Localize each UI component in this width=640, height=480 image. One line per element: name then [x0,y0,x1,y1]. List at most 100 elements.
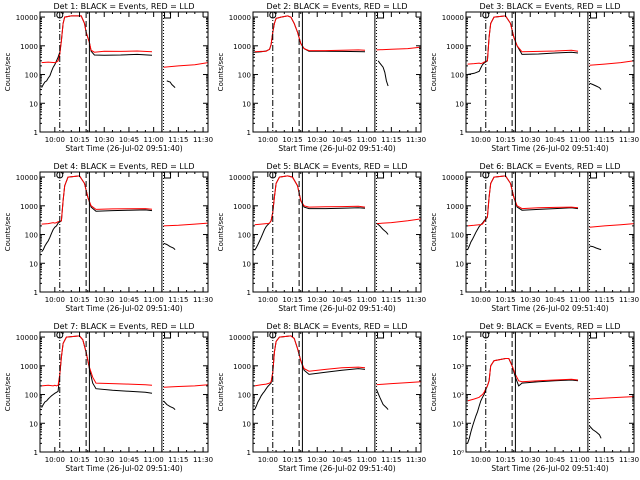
x-tick-label: 10:45 [545,296,565,304]
plot-area [41,332,208,452]
x-tick-label: 10:30 [307,456,327,464]
x-axis-label: Start Time (26-Jul-02 09:51:40) [278,304,395,313]
lld-line-after-gap [589,60,634,66]
plot-frame [39,11,209,133]
y-tick-label: 1000 [233,363,251,371]
top-square-marker [377,172,385,179]
y-tick-label: 100 [25,392,38,400]
x-tick-label: 11:30 [406,456,426,464]
x-tick-label: 11:30 [619,136,639,144]
panel-det-5: Det 5: BLACK = Events, RED = LLD 1 10 100 10… [217,162,426,313]
plot-area [254,12,421,132]
x-tick-label: 11:15 [168,456,188,464]
x-tick-label: 10:30 [94,456,114,464]
y-tick-label: 1 [34,129,38,137]
lld-line [41,335,153,387]
y-tick-label: 10⁴ [452,334,464,342]
x-axis-label: Start Time (26-Jul-02 09:51:40) [491,464,608,473]
x-axis-label: Start Time (26-Jul-02 09:51:40) [491,304,608,313]
plot-area [254,332,421,452]
y-tick-label: 10000 [442,174,464,182]
y-axis-label: Counts/sec [217,53,225,92]
top-square-marker [164,172,172,179]
panel-title: Det 3: BLACK = Events, RED = LLD [480,2,621,11]
x-tick-label: 10:45 [119,136,139,144]
x-tick-label: 11:15 [168,136,188,144]
panel-title: Det 4: BLACK = Events, RED = LLD [54,162,195,171]
x-tick-label: 10:45 [332,456,352,464]
x-tick-label: 10:30 [307,296,327,304]
x-tick-label: 11:00 [570,456,590,464]
events-line-after-gap [163,242,176,250]
x-tick-label: 10:00 [471,296,491,304]
events-line-after-gap [166,80,176,88]
top-circle-marker [269,172,277,179]
top-circle-marker [56,172,64,179]
lld-line [467,15,579,65]
x-tick-label: 10:45 [332,296,352,304]
lld-line-after-gap [163,62,208,68]
events-line-after-gap [376,222,389,235]
y-tick-label: 10 [29,100,38,108]
x-tick-label: 10:15 [282,296,302,304]
y-tick-label: 100 [238,392,251,400]
y-axis-label: Counts/sec [4,373,12,412]
plot-area [41,172,208,292]
y-tick-label: 1 [460,129,464,137]
panel-title: Det 7: BLACK = Events, RED = LLD [54,322,195,331]
top-circle-marker [482,12,490,19]
y-tick-label: 100 [25,72,38,80]
x-tick-label: 11:15 [594,136,614,144]
plot-frame [465,171,635,293]
x-tick-label: 10:00 [258,136,278,144]
x-tick-label: 11:15 [381,456,401,464]
y-axis-label: Counts/sec [430,53,438,92]
top-circle-marker [269,12,277,19]
y-tick-label: 100 [451,232,464,240]
y-tick-label: 10⁰ [452,449,464,457]
x-tick-label: 11:30 [619,296,639,304]
x-tick-label: 10:45 [119,456,139,464]
x-tick-label: 10:15 [282,136,302,144]
x-tick-label: 10:00 [471,136,491,144]
plot-frame [252,11,422,133]
x-axis-label: Start Time (26-Jul-02 09:51:40) [278,144,395,153]
top-circle-marker [56,332,64,339]
lld-line-after-gap [589,396,634,400]
x-tick-label: 10:00 [258,296,278,304]
panel-det-6: Det 6: BLACK = Events, RED = LLD 1 10 100 10… [430,162,639,313]
panel-title: Det 2: BLACK = Events, RED = LLD [267,2,408,11]
lld-line [467,175,579,227]
events-line-after-gap [589,245,602,251]
y-tick-label: 1 [247,289,251,297]
x-tick-label: 10:30 [94,136,114,144]
x-tick-label: 10:00 [471,456,491,464]
y-axis-label: Counts/sec [4,213,12,252]
plot-area [467,12,634,132]
y-tick-label: 1000 [20,363,38,371]
y-tick-label: 10¹ [452,420,464,428]
top-circle-marker [269,332,277,339]
x-tick-label: 10:15 [495,296,515,304]
y-axis-label: Counts/sec [217,373,225,412]
x-tick-label: 10:45 [332,136,352,144]
y-tick-label: 1000 [446,43,464,51]
x-tick-label: 10:00 [45,296,65,304]
panel-title: Det 6: BLACK = Events, RED = LLD [480,162,621,171]
lld-line [254,15,366,53]
y-axis-label: Counts/sec [217,213,225,252]
events-line-after-gap [376,389,389,410]
plot-frame [39,171,209,293]
y-tick-label: 1 [247,449,251,457]
y-tick-label: 1 [247,129,251,137]
panel-title: Det 1: BLACK = Events, RED = LLD [54,2,195,11]
panel-det-7: Det 7: BLACK = Events, RED = LLD 1 10 100 10… [4,322,213,473]
x-tick-label: 11:30 [193,456,213,464]
y-tick-label: 1000 [233,203,251,211]
x-tick-label: 11:30 [193,296,213,304]
x-tick-label: 10:15 [69,296,89,304]
y-tick-label: 1000 [446,203,464,211]
y-tick-label: 100 [238,72,251,80]
